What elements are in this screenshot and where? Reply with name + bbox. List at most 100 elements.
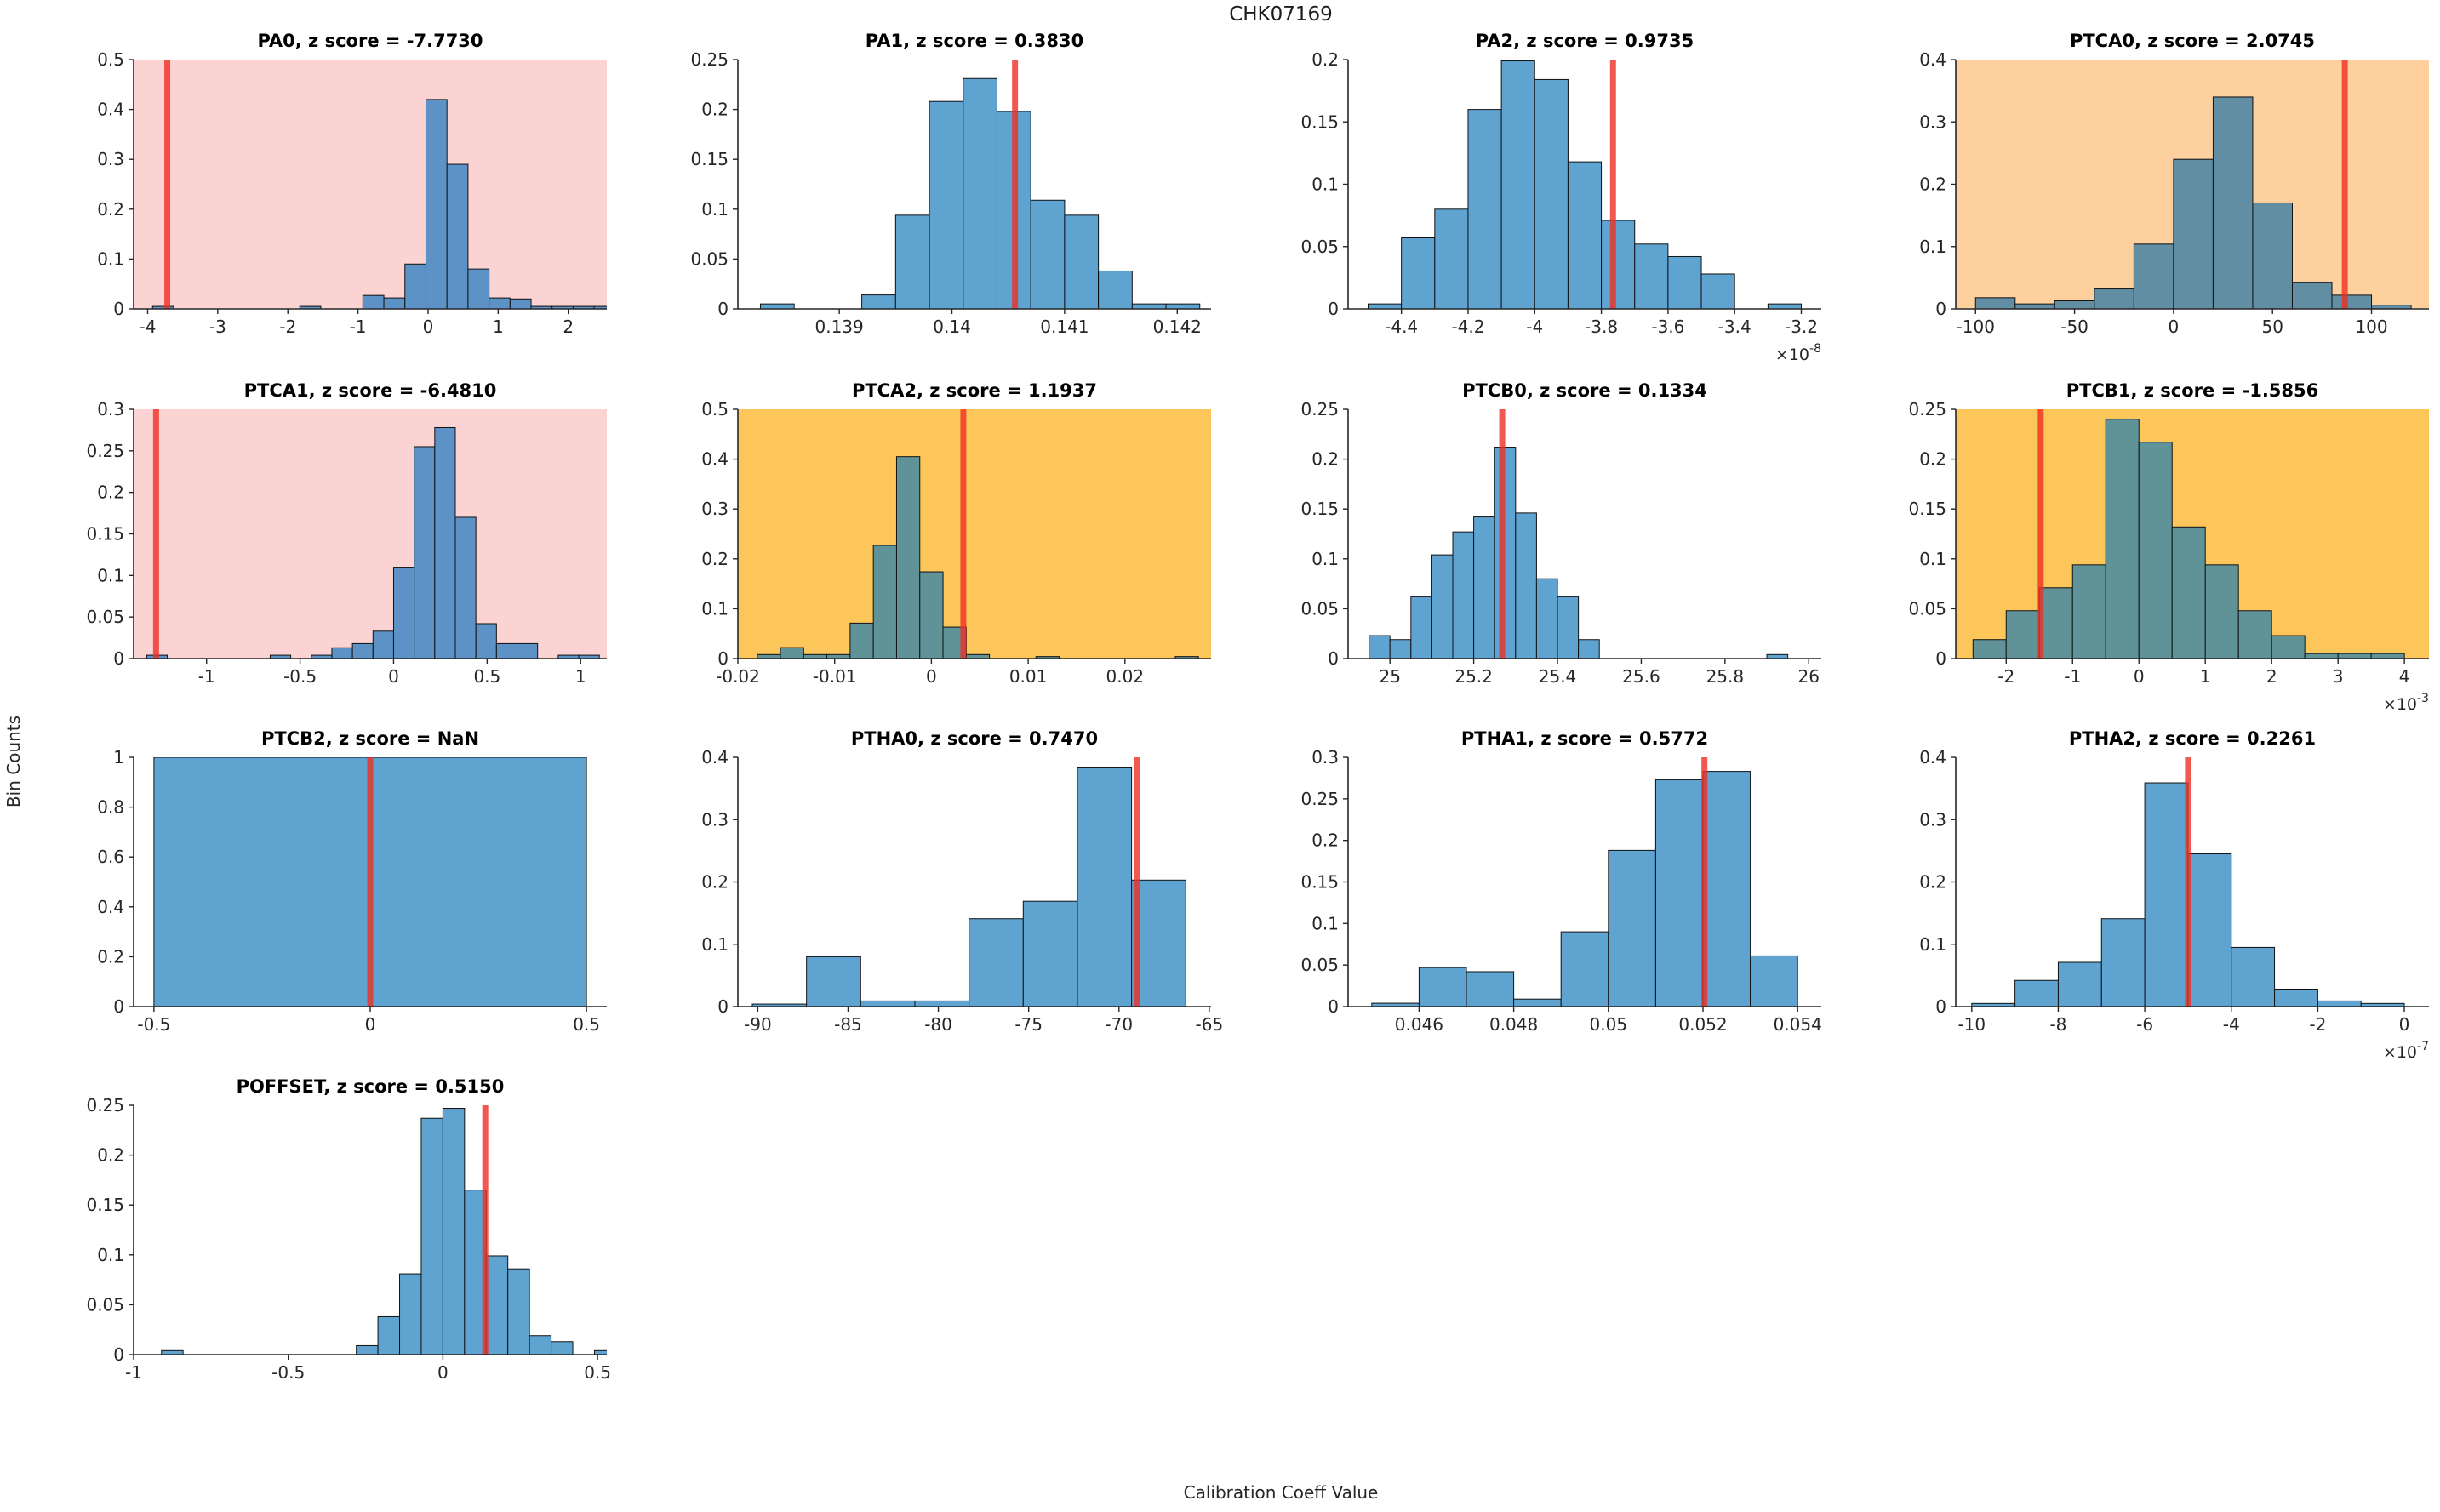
histogram-bars <box>751 757 1186 1007</box>
x-tick-label: -4 <box>1526 317 1543 337</box>
subplot-title-ptha0: PTHA0, z score = 0.7470 <box>850 728 1099 749</box>
histogram-bar <box>1654 779 1704 1007</box>
x-tick-label: -2 <box>279 317 296 337</box>
histogram-bar <box>806 956 861 1007</box>
x-tick-label: 0.141 <box>1040 317 1089 337</box>
histogram-bars <box>1369 409 1789 659</box>
figure-title: CHK07169 <box>1229 3 1333 26</box>
histogram-bar <box>485 1255 509 1355</box>
histogram-bar <box>2304 653 2339 659</box>
y-tick-label: 0.4 <box>1919 49 1946 70</box>
x-tick-label: 25.8 <box>1706 666 1745 687</box>
histogram-bar <box>759 303 795 309</box>
histogram-bar <box>919 571 944 659</box>
histogram-bar <box>2138 442 2173 659</box>
x-tick-label: -0.02 <box>716 666 760 687</box>
x-tick-label: -8 <box>2049 1014 2066 1035</box>
y-tick-label: 0.1 <box>1311 913 1339 933</box>
y-tick-label: 0.25 <box>1300 399 1339 419</box>
histogram-bar <box>1098 270 1133 309</box>
subplot-title-ptcb1: PTCB1, z score = -1.5856 <box>2066 380 2319 401</box>
coeff-value-line <box>2185 757 2191 1007</box>
y-tick-label: 0 <box>113 1344 124 1365</box>
y-tick-label: 0.1 <box>1311 174 1339 195</box>
histogram-bar <box>780 647 804 659</box>
x-tick-label: -3 <box>209 317 226 337</box>
x-tick-label: -3.4 <box>1718 317 1751 337</box>
y-tick-label: 0.3 <box>701 499 729 519</box>
histogram-bar <box>1022 900 1078 1007</box>
histogram-bars <box>161 1105 607 1355</box>
histogram-bar <box>1410 596 1432 659</box>
coeff-value-line <box>164 60 171 309</box>
x-tick-label: -1 <box>125 1362 142 1383</box>
x-tick-label: -3.2 <box>1785 317 1818 337</box>
y-tick-label: 0.25 <box>86 1095 124 1115</box>
y-tick-label: 0.1 <box>701 598 729 619</box>
histogram-bar <box>489 297 511 309</box>
x-tick-label: 50 <box>2261 317 2283 337</box>
x-tick-label: 0 <box>2399 1014 2410 1035</box>
x-tick-label: -85 <box>834 1014 862 1035</box>
x-tick-label: 25.6 <box>1622 666 1660 687</box>
x-tick-label: 0.5 <box>473 666 500 687</box>
histogram-bar <box>1560 931 1609 1007</box>
x-tick-label: -0.5 <box>137 1014 170 1035</box>
x-tick-label: -2 <box>2309 1014 2326 1035</box>
y-tick-label: 0.15 <box>1908 499 1946 519</box>
warning-background <box>134 60 607 309</box>
histogram-bar <box>442 1108 466 1355</box>
histogram-bar <box>1389 639 1412 659</box>
histogram-bar <box>475 623 497 659</box>
y-tick-label: 0.05 <box>86 607 124 627</box>
histogram-bar <box>446 163 469 309</box>
histogram-bar <box>2187 853 2232 1007</box>
histogram-bar <box>2054 300 2095 309</box>
x-tick-label: -6 <box>2136 1014 2153 1035</box>
histogram-bar <box>895 456 921 659</box>
x-tick-label: -0.01 <box>813 666 857 687</box>
subplot-title-ptcb2: PTCB2, z score = NaN <box>260 728 480 749</box>
x-tick-label: 2 <box>2266 666 2277 687</box>
subplot-title-pa2: PA2, z score = 0.9735 <box>1475 31 1694 51</box>
x-tick-label: 1 <box>575 666 586 687</box>
y-tick-label: 0.5 <box>97 49 124 70</box>
y-tick-label: 0.6 <box>97 847 124 867</box>
y-tick-label: 0.3 <box>1919 111 1946 132</box>
y-tick-label: 0.1 <box>97 248 124 269</box>
histogram-bar <box>1601 220 1636 309</box>
histogram-bar <box>1131 879 1186 1007</box>
x-tick-label: -2 <box>1997 666 2014 687</box>
x-tick-label: 0.052 <box>1678 1014 1727 1035</box>
histogram-plot-ptca2: -0.02 -0.01 0 0.01 0.02 0 0.1 0.2 0.3 0.4 0.5 <box>701 399 1211 687</box>
histogram-bar <box>1367 303 1403 309</box>
histogram-bar <box>1667 255 1702 309</box>
histogram-bar <box>1534 78 1569 309</box>
coeff-value-line <box>367 757 374 1007</box>
y-axis-label: Bin Counts <box>3 715 24 808</box>
histogram-bar <box>1369 635 1391 659</box>
coeff-value-line <box>960 409 967 659</box>
x-tick-label: -4 <box>2223 1014 2240 1035</box>
y-tick-label: 0.2 <box>1919 872 1946 893</box>
y-tick-label: 0.3 <box>97 399 124 419</box>
histogram-bar <box>872 545 897 659</box>
y-tick-label: 0.15 <box>690 149 729 169</box>
histogram-bars <box>146 409 600 659</box>
y-tick-label: 0.2 <box>97 1145 124 1166</box>
subplot-title-ptca0: PTCA0, z score = 2.0745 <box>2069 31 2316 51</box>
x-tick-label: -75 <box>1014 1014 1043 1035</box>
histogram-plot-ptcb2: -0.5 0 0.5 0 0.2 0.4 0.6 0.8 1 <box>97 747 607 1035</box>
coeff-value-line <box>2037 409 2044 659</box>
x-tick-label: 4 <box>2399 666 2410 687</box>
histogram-bars <box>1972 409 2405 659</box>
warning-background <box>738 409 1211 659</box>
histogram-plot-pa1: 0.139 0.14 0.141 0.142 0 0.05 0.1 0.15 0.2 0.25 <box>690 49 1211 337</box>
histogram-bar <box>1557 596 1580 659</box>
y-tick-label: 0.05 <box>1908 598 1946 619</box>
y-tick-label: 0.1 <box>1919 237 1946 257</box>
x-tick-label: -65 <box>1196 1014 1224 1035</box>
y-tick-label: 0.25 <box>1300 789 1339 809</box>
histogram-bar <box>969 918 1024 1007</box>
y-tick-label: 1 <box>113 747 124 767</box>
